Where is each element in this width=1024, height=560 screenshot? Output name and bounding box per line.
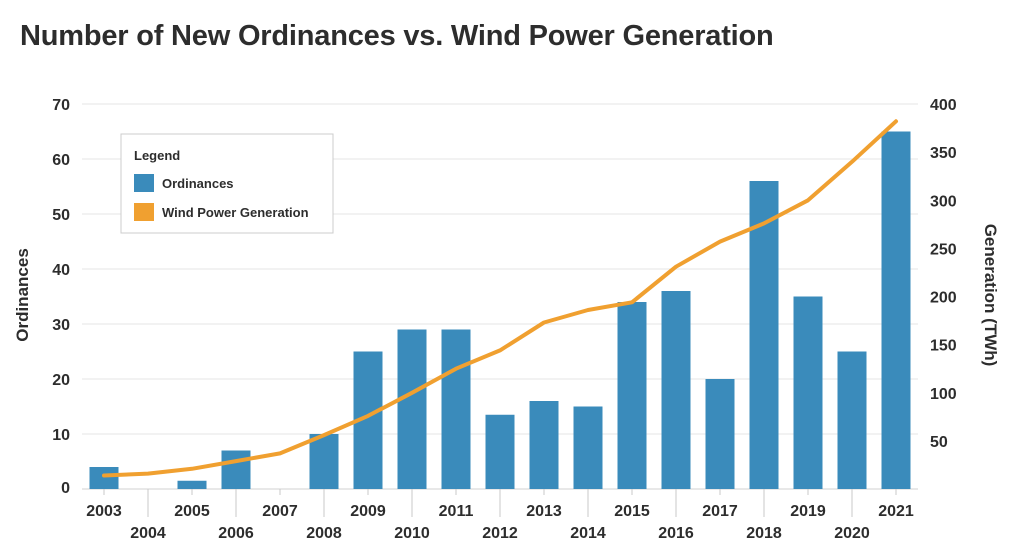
y-tick-left: 20: [52, 372, 70, 389]
x-tick-label: 2009: [350, 503, 386, 520]
y-tick-right: 250: [930, 241, 957, 258]
wind-power-line: [102, 119, 898, 478]
x-axis: 2003 2004 2005 2006 2007 2008 2009 2010 2011 2012…: [86, 489, 914, 542]
y-tick-right: 50: [930, 434, 948, 451]
legend: Legend Ordinances Wind Power Generation: [120, 133, 334, 234]
x-tick-label: 2003: [86, 503, 122, 520]
bar-2020: [837, 351, 867, 489]
bar-2010: [397, 329, 427, 489]
x-tick-label: 2005: [174, 503, 210, 520]
y-tick-right: 100: [930, 386, 957, 403]
chart-title: Number of New Ordinances vs. Wind Power …: [20, 20, 774, 52]
bar-2017: [705, 379, 735, 489]
x-tick-label: 2008: [306, 525, 342, 542]
bar-2019: [793, 296, 823, 489]
y-tick-right: 400: [930, 97, 957, 114]
y-tick-left: 50: [52, 207, 70, 224]
x-tick-label: 2016: [658, 525, 694, 542]
x-tick-label: 2019: [790, 503, 826, 520]
bar-2003: [89, 467, 119, 489]
legend-box: [120, 133, 334, 234]
legend-swatch-wind: [134, 203, 154, 221]
y-tick-left: 60: [52, 152, 70, 169]
bar-2016: [661, 291, 691, 489]
y-tick-right: 350: [930, 145, 957, 162]
x-tick-label: 2014: [570, 525, 606, 542]
y-tick-left: 0: [61, 480, 70, 497]
bar-2021: [881, 131, 911, 489]
x-tick-label: 2004: [130, 525, 166, 542]
bar-2006: [221, 450, 251, 489]
y-tick-right: 150: [930, 338, 957, 355]
legend-label-wind: Wind Power Generation: [162, 205, 309, 220]
y-tick-right: 300: [930, 193, 957, 210]
y-axis-title-right: Generation (TWh): [981, 224, 1000, 367]
x-tick-label: 2006: [218, 525, 254, 542]
legend-label-ordinances: Ordinances: [162, 176, 234, 191]
x-tick-label: 2021: [878, 503, 914, 520]
x-tick-label: 2012: [482, 525, 518, 542]
bar-2011: [441, 329, 471, 489]
x-tick-label: 2015: [614, 503, 650, 520]
x-tick-label: 2020: [834, 525, 870, 542]
y-tick-left: 10: [52, 427, 70, 444]
y-tick-left: 40: [52, 262, 70, 279]
x-tick-label: 2007: [262, 503, 298, 520]
y-tick-left: 30: [52, 317, 70, 334]
bar-2008: [309, 434, 339, 489]
bar-series: [89, 131, 911, 489]
bar-2018: [749, 181, 779, 489]
x-tick-label: 2018: [746, 525, 782, 542]
legend-title: Legend: [134, 148, 180, 163]
line-series: [102, 119, 898, 478]
bar-2005: [177, 480, 207, 489]
bar-2015: [617, 302, 647, 489]
y-tick-left: 70: [52, 97, 70, 114]
legend-swatch-ordinances: [134, 174, 154, 192]
bar-2013: [529, 401, 559, 489]
x-tick-label: 2010: [394, 525, 430, 542]
y-axis-title-left: Ordinances: [13, 248, 32, 342]
y-axis-left: 0 10 20 30 40 50 60 70: [52, 97, 70, 497]
x-tick-label: 2011: [439, 503, 474, 520]
bar-2012: [485, 414, 515, 489]
y-axis-right: 50 100 150 200 250 300 350 400: [930, 97, 957, 451]
bar-2014: [573, 406, 603, 489]
x-tick-label: 2017: [702, 503, 738, 520]
x-tick-label: 2013: [526, 503, 562, 520]
y-tick-right: 200: [930, 290, 957, 307]
